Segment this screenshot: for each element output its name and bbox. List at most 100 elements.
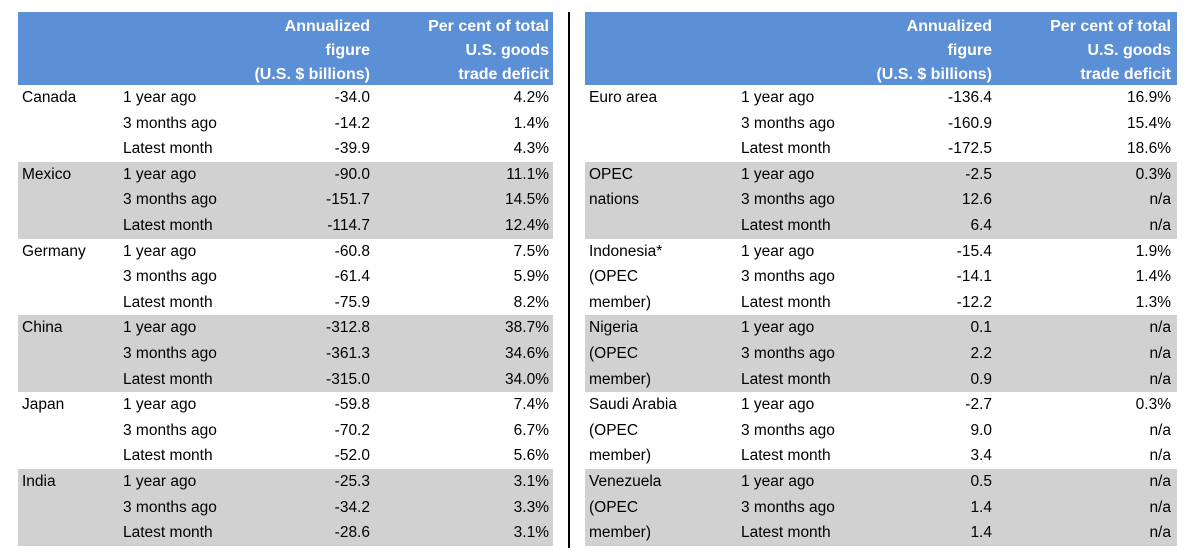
table-row: member) Latest month 3.4 n/a xyxy=(585,443,1177,469)
table-row: member) Latest month 1.4 n/a xyxy=(585,520,1177,546)
percent-value: 15.4% xyxy=(1127,114,1171,132)
period-label: 3 months ago xyxy=(741,268,835,286)
percent-value: 0.3% xyxy=(1135,165,1171,183)
period-label: 3 months ago xyxy=(741,421,835,439)
period-label: 1 year ago xyxy=(123,472,197,490)
figure-value: -151.7 xyxy=(326,191,370,209)
figure-value: -34.0 xyxy=(334,89,370,106)
percent-value: n/a xyxy=(1149,447,1171,465)
percent-value: 34.0% xyxy=(505,370,549,388)
country-name: Japan xyxy=(22,396,65,414)
country-name: Nigeria xyxy=(589,319,639,337)
country-name: Indonesia* xyxy=(589,242,663,260)
figure-value: -39.9 xyxy=(334,140,370,158)
percent-value: 1.4% xyxy=(1135,268,1171,286)
figure-value: 0.5 xyxy=(970,472,992,490)
percent-value: n/a xyxy=(1149,498,1171,516)
percent-value: 11.1% xyxy=(506,165,549,183)
percent-header-line: Per cent of total xyxy=(1050,18,1171,35)
table-row: member) Latest month 0.9 n/a xyxy=(585,366,1177,393)
country-group: Germany 1 year ago -60.8 7.5% 3 months ago -6… xyxy=(18,239,553,316)
period-label: 1 year ago xyxy=(123,242,197,260)
table-row: Latest month -315.0 34.0% xyxy=(18,366,553,393)
country-group: Canada 1 year ago -34.0 4.2% 3 months ago -14… xyxy=(18,85,553,162)
figure-value: 1.4 xyxy=(970,524,992,542)
percent-value: 0.3% xyxy=(1135,396,1171,414)
percent-value: n/a xyxy=(1149,524,1171,542)
period-label: 3 months ago xyxy=(123,114,217,132)
figure-value: -2.5 xyxy=(965,165,992,183)
table-row: Latest month -52.0 5.6% xyxy=(18,443,553,469)
figure-value: -315.0 xyxy=(326,370,370,388)
figure-value: 12.6 xyxy=(961,191,992,209)
percent-value: n/a xyxy=(1149,370,1171,388)
table-row: India 1 year ago -25.3 3.1% xyxy=(18,468,553,495)
period-label: 3 months ago xyxy=(123,344,217,362)
country-group: Mexico 1 year ago -90.0 11.1% 3 months ago -1… xyxy=(18,161,553,239)
period-label: Latest month xyxy=(741,370,831,388)
percent-value: n/a xyxy=(1149,421,1171,439)
country-group: Indonesia* 1 year ago -15.4 1.9% (OPEC 3 mont… xyxy=(585,239,1177,316)
country-name: member) xyxy=(589,293,652,311)
table-row: Latest month 6.4 n/a xyxy=(585,212,1177,239)
country-name: (OPEC xyxy=(589,421,639,439)
figure-column-header: Annualized figure (U.S. $ billions) xyxy=(802,15,992,87)
left-table: Annualized figure (U.S. $ billions) Per cen… xyxy=(18,12,553,546)
left-table-header: Annualized figure (U.S. $ billions) Per cen… xyxy=(18,12,553,85)
table-row: Mexico 1 year ago -90.0 11.1% xyxy=(18,161,553,188)
period-label: 3 months ago xyxy=(123,268,217,286)
percent-header-line: U.S. goods xyxy=(1087,42,1171,59)
figure-value: -90.0 xyxy=(334,165,370,183)
percent-header-line: trade deficit xyxy=(1080,66,1171,83)
figure-value: -25.3 xyxy=(334,472,370,490)
table-row: Latest month -114.7 12.4% xyxy=(18,212,553,239)
figure-value: -172.5 xyxy=(948,140,992,158)
percent-value: 1.9% xyxy=(1135,242,1171,260)
table-row: Latest month -75.9 8.2% xyxy=(18,290,553,316)
figure-value: 0.1 xyxy=(970,319,992,337)
table-row: (OPEC 3 months ago -14.1 1.4% xyxy=(585,264,1177,290)
figure-header-line: (U.S. $ billions) xyxy=(876,66,992,83)
table-row: Latest month -28.6 3.1% xyxy=(18,520,553,546)
figure-value: 6.4 xyxy=(970,216,992,234)
period-label: Latest month xyxy=(123,140,213,158)
percent-value: 18.6% xyxy=(1127,140,1171,158)
country-group: OPEC 1 year ago -2.5 0.3% nations 3 months ag… xyxy=(585,161,1177,239)
percent-value: n/a xyxy=(1149,216,1171,234)
table-row: China 1 year ago -312.8 38.7% xyxy=(18,315,553,341)
figure-value: 1.4 xyxy=(970,498,992,516)
table-row: 3 months ago -70.2 6.7% xyxy=(18,418,553,444)
figure-value: -75.9 xyxy=(334,293,370,311)
table-row: 3 months ago -361.3 34.6% xyxy=(18,340,553,367)
table-row: Latest month -172.5 18.6% xyxy=(585,136,1177,162)
period-label: Latest month xyxy=(741,293,831,311)
period-label: 1 year ago xyxy=(741,242,815,260)
period-label: 1 year ago xyxy=(741,396,815,414)
percent-value: 8.2% xyxy=(513,293,549,311)
percent-column-header: Per cent of total U.S. goods trade deficit xyxy=(369,15,549,87)
table-row: 3 months ago -151.7 14.5% xyxy=(18,187,553,213)
figure-value: -160.9 xyxy=(948,114,992,132)
figure-value: -15.4 xyxy=(956,242,992,260)
percent-value: 5.6% xyxy=(513,447,549,465)
table-row: Indonesia* 1 year ago -15.4 1.9% xyxy=(585,239,1177,265)
percent-header-line: trade deficit xyxy=(458,66,549,83)
country-name: member) xyxy=(589,524,652,542)
country-name: Germany xyxy=(22,242,86,260)
percent-value: 1.3% xyxy=(1135,293,1171,311)
table-row: Nigeria 1 year ago 0.1 n/a xyxy=(585,315,1177,341)
table-row: Venezuela 1 year ago 0.5 n/a xyxy=(585,468,1177,495)
table-row: Euro area 1 year ago -136.4 16.9% xyxy=(585,85,1177,111)
period-label: 3 months ago xyxy=(741,114,835,132)
percent-value: n/a xyxy=(1149,191,1171,209)
percent-header-line: Per cent of total xyxy=(428,18,549,35)
percent-value: 4.2% xyxy=(513,89,549,106)
country-name: member) xyxy=(589,370,652,388)
percent-value: 6.7% xyxy=(513,421,549,439)
right-table: Annualized figure (U.S. $ billions) Per cen… xyxy=(585,12,1177,546)
period-label: 1 year ago xyxy=(123,89,197,106)
period-label: 3 months ago xyxy=(741,344,835,362)
country-group: Japan 1 year ago -59.8 7.4% 3 months ago -70.… xyxy=(18,392,553,469)
table-row: (OPEC 3 months ago 1.4 n/a xyxy=(585,494,1177,521)
